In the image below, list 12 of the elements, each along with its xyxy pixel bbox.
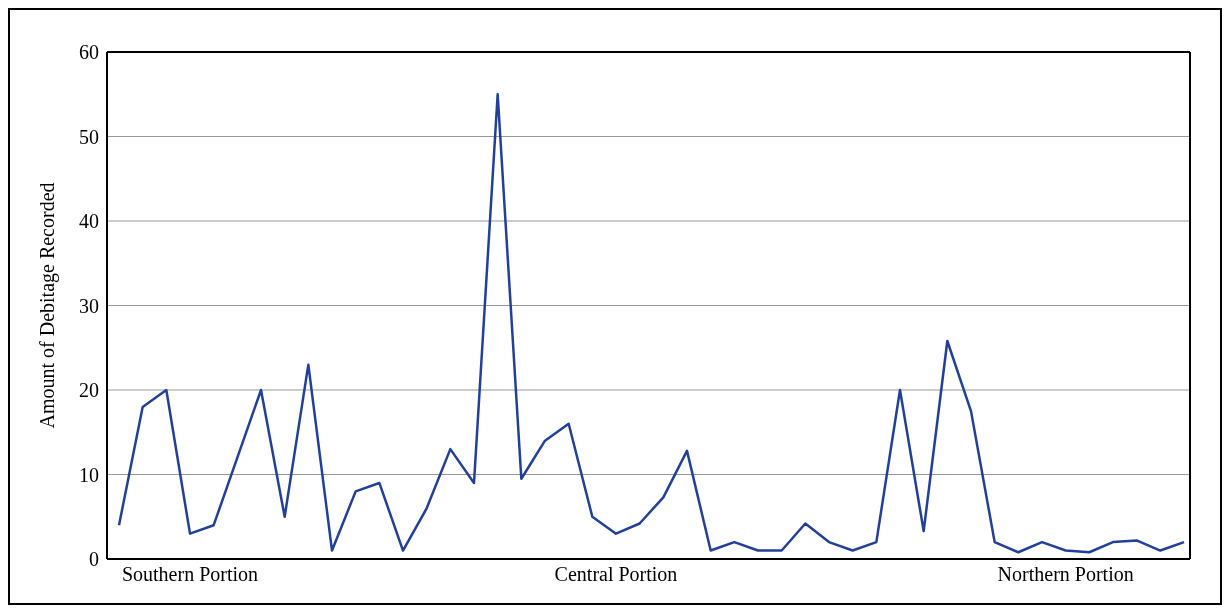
x-tick-label: Southern Portion xyxy=(121,563,259,586)
x-tick-label: Central Portion xyxy=(554,563,678,586)
y-tick-label: 30 xyxy=(79,294,99,317)
y-tick-label: 60 xyxy=(79,41,99,64)
y-axis-title: Amount of Debitage Recorded xyxy=(36,182,60,429)
y-tick-label: 20 xyxy=(79,379,99,402)
line-series xyxy=(117,93,1186,554)
y-tick-label: 50 xyxy=(79,125,99,148)
y-tick-label: 10 xyxy=(79,463,99,486)
y-tick-label: 40 xyxy=(79,210,99,233)
x-tick-label: Northern Portion xyxy=(997,563,1134,586)
y-tick-label: 0 xyxy=(89,548,99,571)
